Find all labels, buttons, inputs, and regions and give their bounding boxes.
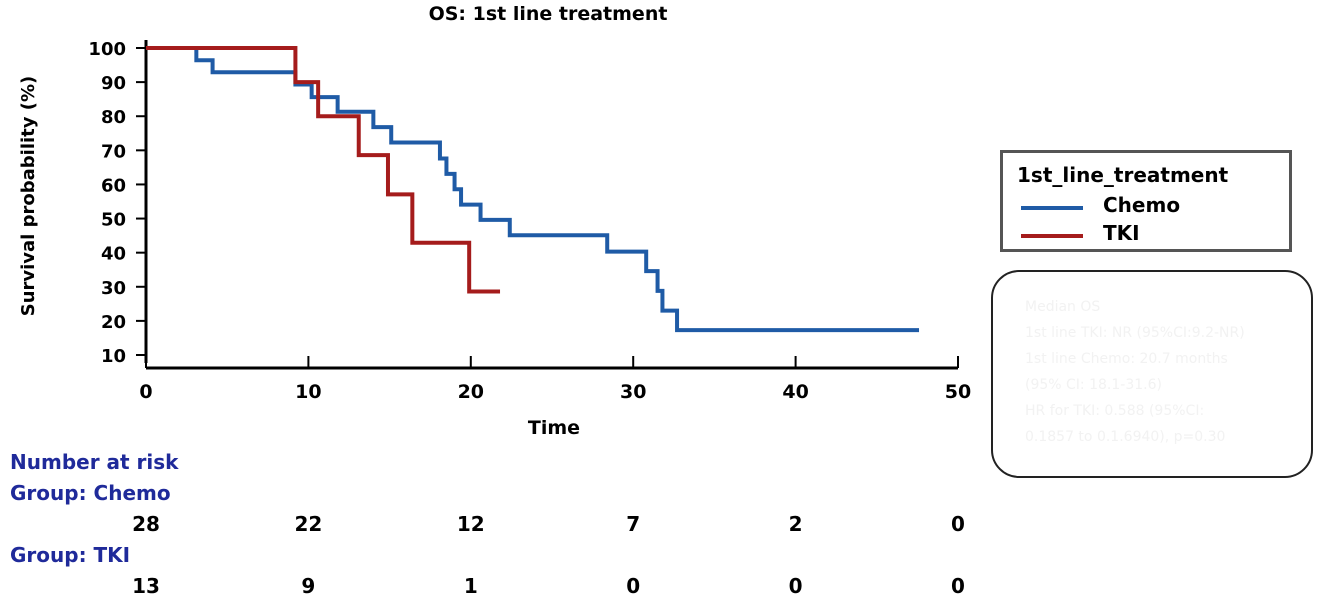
risk-value: 2 xyxy=(788,512,803,536)
stats-line-hr: HR for TKI: 0.588 (95%CI: xyxy=(1025,403,1205,419)
legend-item-tki: TKI xyxy=(1017,221,1277,249)
risk-value: 0 xyxy=(626,574,641,598)
stats-line-median: Median OS xyxy=(1025,299,1101,315)
y-tick-label: 80 xyxy=(101,107,126,128)
risk-value: 0 xyxy=(951,512,965,536)
risk-value: 7 xyxy=(626,512,641,536)
x-tick-label: 10 xyxy=(295,381,321,403)
axes: 10 20 30 40 50 60 70 80 90 100 0 10 20 30 40 50 xyxy=(88,39,971,403)
x-tick-label: 50 xyxy=(945,381,971,403)
stats-line-hr-ci: 0.1857 to 0.1.6940), p=0.30 xyxy=(1025,429,1226,445)
chart-title: OS: 1st line treatment xyxy=(429,3,668,25)
y-tick-label: 30 xyxy=(101,278,126,299)
risk-heading: Number at risk xyxy=(10,450,179,474)
x-axis-label: Time xyxy=(528,417,580,439)
risk-group-tki-label: Group: TKI xyxy=(10,543,131,567)
legend-item-chemo: Chemo xyxy=(1017,193,1277,221)
risk-value: 0 xyxy=(951,574,965,598)
legend-label-chemo: Chemo xyxy=(1103,193,1181,217)
y-tick-label: 10 xyxy=(101,346,126,367)
y-tick-label: 20 xyxy=(101,312,126,333)
risk-value: 13 xyxy=(132,574,160,598)
risk-value: 12 xyxy=(456,512,485,536)
legend-swatch-chemo xyxy=(1021,206,1083,210)
y-tick-label: 50 xyxy=(101,210,126,231)
y-tick-label: 100 xyxy=(88,39,126,60)
risk-value: 0 xyxy=(788,574,803,598)
stats-line-tki: 1st line TKI: NR (95%CI:9.2-NR) xyxy=(1025,325,1245,341)
risk-group-chemo-label: Group: Chemo xyxy=(10,481,171,505)
risk-value: 22 xyxy=(294,512,323,536)
stats-box: Median OS 1st line TKI: NR (95%CI:9.2-NR… xyxy=(991,270,1313,478)
series-line-tki xyxy=(146,46,501,294)
risk-value: 1 xyxy=(463,574,478,598)
y-tick-label: 90 xyxy=(101,73,126,94)
risk-value: 9 xyxy=(301,574,316,598)
y-axis-label: Survival probability (%) xyxy=(18,76,39,317)
y-tick-label: 70 xyxy=(101,141,126,162)
legend-swatch-tki xyxy=(1021,234,1083,238)
stats-line-chemo: 1st line Chemo: 20.7 months xyxy=(1025,351,1228,367)
km-chart: OS: 1st line treatment Survival probabil… xyxy=(18,3,971,439)
legend-label-tki: TKI xyxy=(1103,221,1140,245)
stats-text: Median OS 1st line TKI: NR (95%CI:9.2-NR… xyxy=(1025,294,1287,450)
series-line-chemo xyxy=(146,46,920,333)
legend-title: 1st_line_treatment xyxy=(1017,163,1229,187)
y-tick-label: 40 xyxy=(101,244,126,265)
x-tick-label: 20 xyxy=(458,381,484,403)
stats-line-chemo-ci: (95% CI: 18.1-31.6) xyxy=(1025,377,1162,393)
y-tick-label: 60 xyxy=(101,175,126,196)
x-tick-label: 40 xyxy=(782,381,808,403)
risk-value: 28 xyxy=(132,512,160,536)
legend: 1st_line_treatment Chemo TKI xyxy=(1000,150,1292,252)
x-tick-label: 30 xyxy=(620,381,646,403)
x-tick-label: 0 xyxy=(139,381,152,403)
series-layer xyxy=(146,46,920,333)
